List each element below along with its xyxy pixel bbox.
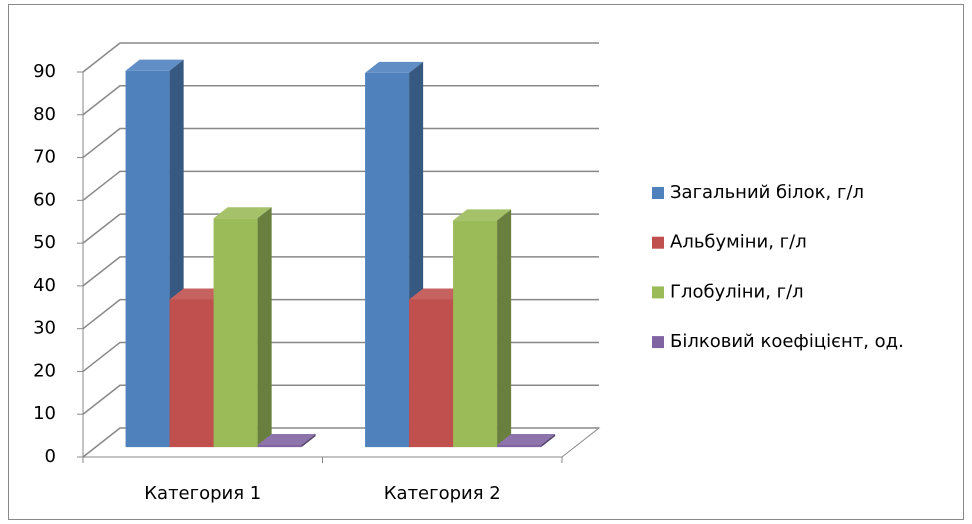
bar-top xyxy=(213,207,272,219)
legend-swatch xyxy=(652,336,664,349)
legend-swatch xyxy=(652,286,664,299)
legend: Загальний білок, г/л Альбуміни, г/л Глобул… xyxy=(652,182,904,352)
plot-area: 0 10 20 30 40 50 60 70 80 90 Категория 1 Категория … xyxy=(33,42,601,504)
grid-line xyxy=(82,256,599,287)
legend-label: Білковий коефіцієнт, од. xyxy=(670,331,904,352)
grid-line xyxy=(82,85,599,116)
bar-side xyxy=(301,433,316,448)
x-tick-label: Категория 2 xyxy=(384,483,501,504)
bar-top xyxy=(497,433,556,446)
bar-top xyxy=(409,288,468,300)
bar-side xyxy=(257,207,272,448)
y-tick-label: 80 xyxy=(33,104,56,125)
bar-top xyxy=(453,209,512,221)
grid-line xyxy=(82,213,599,244)
bar xyxy=(497,445,542,448)
bar xyxy=(213,218,258,448)
bar-side xyxy=(497,209,512,448)
bar-side xyxy=(541,433,556,448)
bar-top xyxy=(365,61,424,73)
bar-top xyxy=(125,59,184,71)
bar xyxy=(257,445,302,448)
y-tick-label: 70 xyxy=(33,147,56,168)
legend-label: Глобуліни, г/л xyxy=(670,281,804,302)
y-tick-label: 60 xyxy=(33,189,56,210)
bar-top xyxy=(169,288,228,300)
legend-swatch xyxy=(652,187,664,199)
bar xyxy=(169,299,214,448)
y-tick-label: 10 xyxy=(33,403,56,424)
bar xyxy=(125,70,170,448)
bar-top xyxy=(257,433,316,446)
grid-line xyxy=(82,42,599,73)
y-tick-label: 40 xyxy=(33,275,56,296)
y-tick-label: 50 xyxy=(33,232,56,253)
y-tick-label: 90 xyxy=(33,61,56,82)
legend-swatch xyxy=(652,236,664,249)
x-tick-label: Категория 1 xyxy=(144,483,261,504)
grid-line xyxy=(82,170,599,201)
bar xyxy=(365,72,410,448)
y-tick-label: 20 xyxy=(33,360,56,381)
legend-label: Загальний білок, г/л xyxy=(670,182,864,203)
y-tick-label: 30 xyxy=(33,318,56,339)
bar xyxy=(409,299,454,448)
grid-line xyxy=(82,127,599,159)
y-tick-label: 0 xyxy=(45,446,56,467)
bar xyxy=(453,220,498,448)
legend-label: Альбуміни, г/л xyxy=(670,232,807,253)
